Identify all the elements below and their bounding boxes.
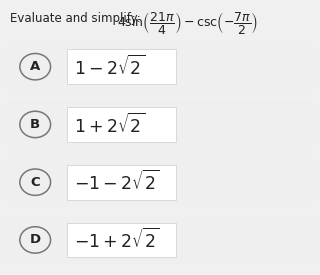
FancyBboxPatch shape	[6, 43, 314, 91]
FancyBboxPatch shape	[6, 158, 314, 206]
Text: $-1 - 2\sqrt{2}$: $-1 - 2\sqrt{2}$	[74, 170, 159, 194]
FancyBboxPatch shape	[67, 50, 176, 84]
Text: B: B	[30, 118, 40, 131]
Text: Evaluate and simplify:: Evaluate and simplify:	[10, 12, 144, 25]
Text: D: D	[30, 233, 41, 246]
FancyBboxPatch shape	[67, 165, 176, 200]
Text: A: A	[30, 60, 40, 73]
FancyBboxPatch shape	[6, 100, 314, 148]
FancyBboxPatch shape	[67, 107, 176, 142]
Text: $4\sin\!\left(\dfrac{21\pi}{4}\right) - \csc\!\left(-\dfrac{7\pi}{2}\right)$: $4\sin\!\left(\dfrac{21\pi}{4}\right) - …	[117, 10, 258, 36]
FancyBboxPatch shape	[6, 216, 314, 264]
Text: $-1 + 2\sqrt{2}$: $-1 + 2\sqrt{2}$	[74, 228, 159, 252]
FancyBboxPatch shape	[67, 223, 176, 257]
Text: $1 - 2\sqrt{2}$: $1 - 2\sqrt{2}$	[74, 55, 145, 79]
Text: C: C	[30, 176, 40, 189]
Text: $1 + 2\sqrt{2}$: $1 + 2\sqrt{2}$	[74, 112, 145, 136]
